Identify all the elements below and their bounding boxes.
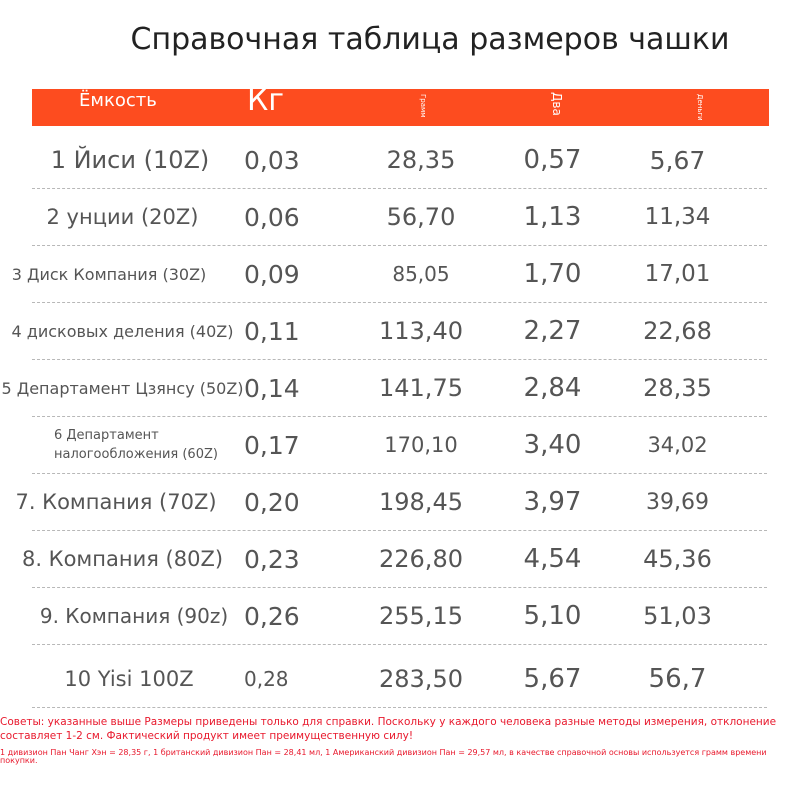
row-kg: 0,20 [244, 487, 300, 517]
row-grams: 283,50 [379, 665, 463, 693]
header-kg: Кг [247, 83, 285, 118]
row-den: 51,03 [643, 602, 712, 630]
row-kg: 0,03 [244, 145, 300, 175]
row-kg: 0,09 [244, 259, 300, 289]
row-kg: 0,06 [244, 202, 300, 232]
row-divider [32, 245, 767, 246]
row-divider [32, 359, 767, 360]
table-row: 8. Компания (80Z) 0,23 226,80 4,54 45,36 [0, 531, 800, 588]
row-capacity: 4 дисковых деления (40Z) [11, 321, 234, 341]
row-kg: 0,14 [244, 373, 300, 403]
row-divider [32, 302, 767, 303]
table-header: Ёмкость Кг Грамм Два Деньги [32, 83, 769, 126]
header-den: Деньги [696, 94, 704, 121]
table-row: 6 Департамент налогообложения (60Z) 0,17… [0, 417, 800, 474]
row-dva: 3,97 [523, 487, 582, 517]
row-grams: 226,80 [379, 545, 463, 573]
row-capacity: 9. Компания (90z) [39, 604, 229, 628]
row-capacity: 8. Компания (80Z) [21, 547, 224, 571]
row-dva: 1,70 [523, 259, 582, 289]
table-row: 2 унции (20Z) 0,06 56,70 1,13 11,34 [0, 189, 800, 246]
header-dva: Два [550, 92, 564, 116]
row-divider [32, 416, 767, 417]
row-grams: 141,75 [379, 374, 463, 402]
row-capacity: 2 унции (20Z) [46, 205, 199, 229]
row-den: 17,01 [644, 261, 711, 287]
row-grams: 198,45 [379, 488, 463, 516]
table-row: 9. Компания (90z) 0,26 255,15 5,10 51,03 [0, 588, 800, 645]
row-dva: 0,57 [523, 145, 582, 175]
table-row: 7. Компания (70Z) 0,20 198,45 3,97 39,69 [0, 474, 800, 531]
row-grams: 56,70 [386, 203, 456, 231]
disclaimer-note: Советы: указанные выше Размеры приведены… [0, 716, 777, 742]
row-grams: 170,10 [384, 433, 458, 457]
row-capacity: 6 Департамент налогообложения (60Z) [54, 428, 218, 462]
row-divider [32, 644, 767, 645]
header-capacity: Ёмкость [79, 90, 157, 111]
row-grams: 113,40 [379, 317, 463, 345]
row-kg: 0,26 [244, 601, 300, 631]
row-kg: 0,11 [244, 316, 300, 346]
row-den: 45,36 [643, 545, 712, 573]
table-row: 4 дисковых деления (40Z) 0,11 113,40 2,2… [0, 303, 800, 360]
row-capacity: 10 Yisi 100Z [64, 667, 194, 691]
row-den: 34,02 [647, 433, 708, 457]
row-grams: 255,15 [379, 602, 463, 630]
row-dva: 5,67 [523, 664, 582, 694]
row-kg: 0,23 [244, 544, 300, 574]
row-divider [32, 707, 767, 708]
table-row: 3 Диск Компания (30Z) 0,09 85,05 1,70 17… [0, 246, 800, 303]
row-den: 56,7 [648, 664, 707, 694]
row-dva: 1,13 [523, 202, 582, 232]
row-kg: 0,17 [244, 430, 300, 460]
row-dva: 4,54 [523, 544, 582, 574]
row-divider [32, 530, 767, 531]
row-den: 22,68 [643, 317, 712, 345]
row-grams: 28,35 [386, 146, 456, 174]
row-den: 5,67 [649, 145, 706, 175]
row-capacity: 3 Диск Компания (30Z) [11, 264, 207, 284]
row-divider [32, 188, 767, 189]
row-capacity: 7. Компания (70Z) [15, 490, 217, 514]
page-title: Справочная таблица размеров чашки [130, 22, 730, 57]
row-capacity: 5 Департамент Цзянсу (50Z) [1, 378, 244, 398]
row-dva: 5,10 [523, 601, 582, 631]
row-den: 39,69 [646, 489, 709, 515]
row-den: 28,35 [643, 374, 712, 402]
header-grams: Грамм [419, 94, 427, 118]
row-divider [32, 473, 767, 474]
row-dva: 2,84 [523, 373, 582, 403]
row-dva: 2,27 [523, 316, 582, 346]
row-den: 11,34 [644, 204, 711, 230]
row-capacity: 1 Йиси (10Z) [50, 146, 210, 174]
row-divider [32, 587, 767, 588]
table-row: 5 Департамент Цзянсу (50Z) 0,14 141,75 2… [0, 360, 800, 417]
row-dva: 3,40 [523, 430, 582, 460]
table-row: 10 Yisi 100Z 0,28 283,50 5,67 56,7 [0, 651, 800, 708]
table-row: 1 Йиси (10Z) 0,03 28,35 0,57 5,67 [0, 132, 800, 189]
conversion-note: 1 дивизион Пан Чанг Хэн = 28,35 г, 1 бри… [0, 748, 767, 765]
row-grams: 85,05 [392, 262, 450, 286]
row-kg: 0,28 [244, 667, 289, 691]
